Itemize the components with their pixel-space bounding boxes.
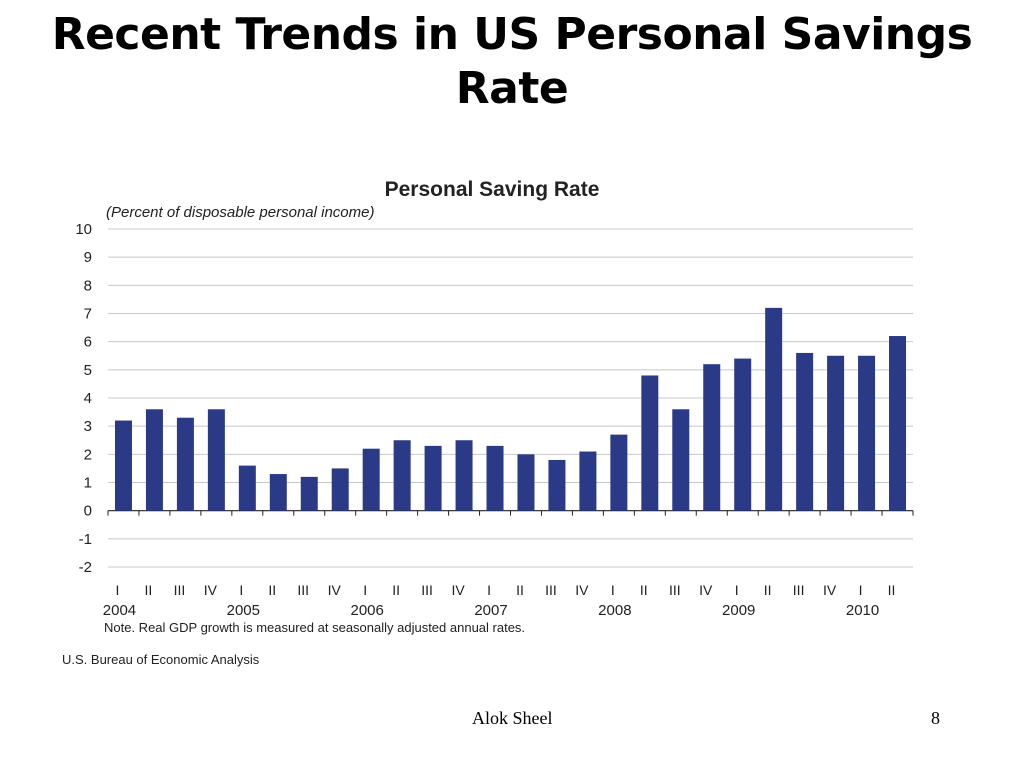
bar	[455, 440, 473, 511]
bar	[238, 465, 256, 511]
x-tick-label: I	[487, 582, 491, 598]
x-tick-label: I	[611, 582, 615, 598]
y-tick-label: 4	[84, 390, 92, 407]
x-tick-label: III	[793, 582, 805, 598]
x-tick-label: II	[888, 582, 896, 598]
y-tick-label: 3	[84, 418, 92, 435]
bars	[107, 307, 914, 516]
y-tick-label: 5	[84, 362, 92, 379]
saving-rate-chart: Personal Saving Rate (Percent of disposa…	[62, 178, 914, 667]
y-tick-label: -1	[79, 531, 92, 548]
year-label: 2009	[722, 602, 755, 619]
x-tick-label: III	[669, 582, 681, 598]
year-label: 2005	[227, 602, 260, 619]
y-tick-label: 9	[84, 249, 92, 266]
bar	[486, 445, 504, 511]
y-tick-label: 7	[84, 306, 92, 323]
page-number: 8	[931, 708, 940, 728]
x-tick-label: II	[640, 582, 648, 598]
y-tick-label: 8	[84, 277, 92, 294]
x-tick-label: III	[545, 582, 557, 598]
bar	[672, 409, 690, 511]
bar	[796, 352, 814, 511]
bar	[362, 448, 380, 511]
x-tick-label: IV	[204, 582, 218, 598]
bar	[579, 451, 597, 511]
bar	[827, 355, 845, 511]
bar	[858, 355, 876, 511]
x-tick-label: IV	[823, 582, 837, 598]
x-tick-label: IV	[451, 582, 465, 598]
x-tick-label: I	[363, 582, 367, 598]
y-tick-label: 1	[84, 475, 92, 492]
x-tick-label: III	[174, 582, 186, 598]
x-tick-label: II	[268, 582, 276, 598]
bar	[889, 336, 907, 511]
bar	[734, 358, 752, 511]
bar	[300, 476, 318, 511]
x-tick-label: IV	[575, 582, 589, 598]
bar	[176, 417, 194, 511]
bar	[145, 409, 163, 511]
x-tick-label: II	[516, 582, 524, 598]
chart-source: U.S. Bureau of Economic Analysis	[62, 652, 260, 667]
year-label: 2007	[474, 602, 507, 619]
y-tick-label: 0	[84, 503, 92, 520]
bar	[765, 307, 783, 511]
gridlines	[108, 228, 913, 568]
bar	[424, 445, 442, 511]
chart-subtitle: (Percent of disposable personal income)	[106, 204, 374, 221]
y-tick-label: 10	[75, 221, 92, 238]
x-tick-label: II	[764, 582, 772, 598]
year-label: 2008	[598, 602, 631, 619]
footer-author: Alok Sheel	[472, 708, 553, 728]
x-tick-label: I	[239, 582, 243, 598]
bar	[331, 468, 349, 511]
chart-title: Personal Saving Rate	[385, 178, 600, 201]
slide-title: Recent Trends in US Personal Savings Rat…	[51, 9, 973, 114]
year-label: 2004	[103, 602, 136, 619]
bar	[703, 364, 721, 511]
bar	[517, 454, 535, 511]
bar	[548, 459, 566, 511]
chart-note: Note. Real GDP growth is measured at sea…	[104, 620, 525, 635]
y-tick-label: -2	[79, 559, 92, 576]
year-label: 2006	[350, 602, 383, 619]
bar	[610, 434, 628, 511]
x-tick-label: III	[421, 582, 433, 598]
y-tick-label: 6	[84, 334, 92, 351]
x-tick-label: I	[859, 582, 863, 598]
x-tick-label: II	[392, 582, 400, 598]
y-tick-label: 2	[84, 446, 92, 463]
x-tick-label: III	[297, 582, 309, 598]
x-tick-label: I	[116, 582, 120, 598]
x-tick-label: IV	[328, 582, 342, 598]
year-label: 2010	[846, 602, 879, 619]
x-tick-label: I	[735, 582, 739, 598]
bar	[114, 420, 132, 511]
bar	[269, 474, 287, 511]
bar	[207, 409, 225, 511]
x-tick-label: IV	[699, 582, 713, 598]
bar	[393, 440, 411, 511]
bar	[641, 375, 659, 511]
x-tick-label: II	[145, 582, 153, 598]
x-axis-ticks: I II III IV I II III IV I II III IV I II III IV I II III IV…	[103, 582, 896, 619]
